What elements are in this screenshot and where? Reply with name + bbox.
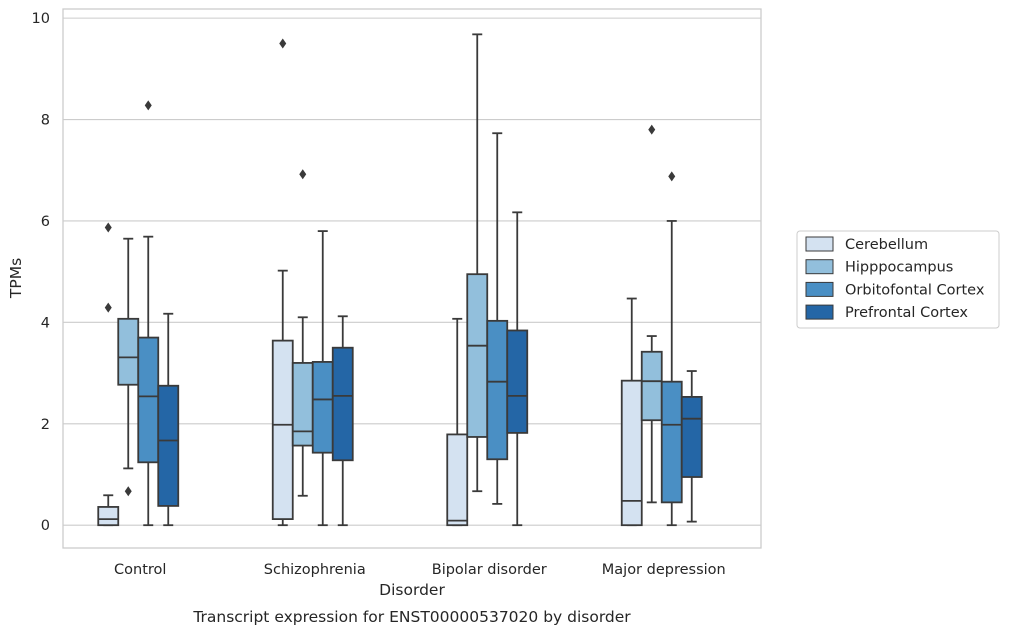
outlier-point xyxy=(124,486,132,497)
x-tick-label: Control xyxy=(114,562,166,578)
outlier-point xyxy=(104,222,112,233)
box-iqr xyxy=(446,433,469,527)
box-iqr xyxy=(291,362,314,447)
outlier-point xyxy=(144,100,152,111)
outlier-point xyxy=(648,124,656,135)
legend-swatch xyxy=(805,236,834,252)
legend-swatch xyxy=(805,259,834,275)
box-cerebellum xyxy=(620,297,643,527)
box-iqr xyxy=(97,506,120,527)
legend-label: Cerebellum xyxy=(845,237,928,253)
legend: Cerebellum Hipppocampus Orbitofontal Corte… xyxy=(796,230,1000,329)
box-groups xyxy=(97,33,703,527)
legend-swatch xyxy=(805,304,834,320)
legend-label: Orbitofontal Cortex xyxy=(845,282,985,298)
x-tick-label: Major depression xyxy=(602,562,726,578)
legend-swatch xyxy=(805,281,834,297)
outlier-point xyxy=(668,171,676,182)
legend-label: Prefrontal Cortex xyxy=(845,305,968,321)
box-iqr xyxy=(331,346,354,462)
plot-frame xyxy=(62,8,762,549)
box-hipppocampus xyxy=(466,33,489,493)
y-tick-label: 0 xyxy=(41,518,50,534)
box-iqr xyxy=(486,319,509,461)
box-iqr xyxy=(620,379,643,527)
box-prefrontal-cortex xyxy=(680,370,703,523)
y-tick-label: 10 xyxy=(32,11,50,27)
x-tick-label: Bipolar disorder xyxy=(432,562,547,578)
box-iqr xyxy=(660,380,683,504)
y-tick-label: 4 xyxy=(41,315,50,331)
box-cerebellum xyxy=(97,494,120,527)
box-prefrontal-cortex xyxy=(331,315,354,527)
x-tick-label: Schizophrenia xyxy=(264,562,366,578)
x-tick-labels: Control Schizophrenia Bipolar disorder Majo… xyxy=(114,562,726,578)
legend-label: Hipppocampus xyxy=(845,260,953,276)
outlier-point xyxy=(299,169,307,180)
box-iqr xyxy=(271,339,294,520)
box-orbitofontal-cortex xyxy=(486,132,509,505)
y-axis-label: TPMs xyxy=(7,258,25,299)
y-tick-labels: 0 2 4 6 8 10 xyxy=(32,11,50,534)
chart-caption: Transcript expression for ENST0000053702… xyxy=(192,608,631,626)
box-orbitofontal-cortex xyxy=(660,171,683,527)
box-iqr xyxy=(157,384,180,507)
box-cerebellum xyxy=(271,38,294,527)
box-iqr xyxy=(506,329,529,434)
y-tick-label: 6 xyxy=(41,214,50,230)
y-tick-label: 2 xyxy=(41,417,50,433)
plot-background xyxy=(63,9,761,548)
box-iqr xyxy=(466,273,489,438)
box-iqr xyxy=(640,350,663,422)
box-iqr xyxy=(311,361,334,454)
outlier-point xyxy=(104,302,112,313)
box-iqr xyxy=(680,395,703,478)
legend-frame xyxy=(796,230,1000,329)
box-iqr xyxy=(117,317,140,386)
x-axis-label: Disorder xyxy=(379,581,445,599)
gridlines xyxy=(63,17,761,526)
box-cerebellum xyxy=(446,317,469,527)
box-prefrontal-cortex xyxy=(157,312,180,527)
box-prefrontal-cortex xyxy=(506,211,529,527)
box-orbitofontal-cortex xyxy=(137,100,160,527)
box-iqr xyxy=(137,336,160,464)
y-tick-label: 8 xyxy=(41,113,50,129)
outlier-point xyxy=(279,38,287,49)
